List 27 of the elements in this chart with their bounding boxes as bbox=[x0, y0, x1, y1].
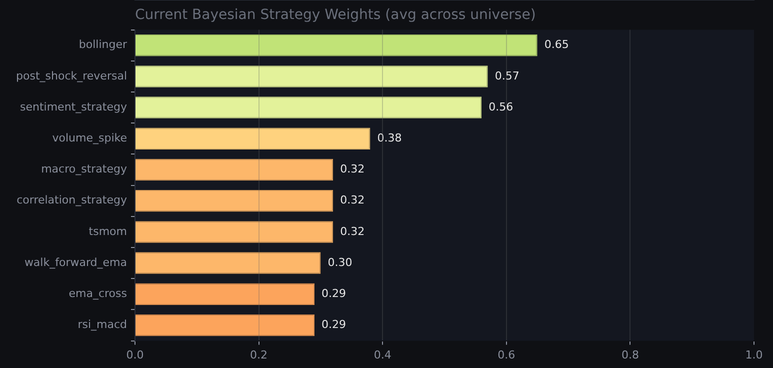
data-label: 0.56 bbox=[488, 100, 514, 114]
data-label: 0.29 bbox=[322, 318, 346, 332]
y-tick-label: rsi_macd bbox=[78, 318, 127, 332]
y-tick-label: post_shock_reversal bbox=[16, 69, 127, 82]
y-tick-label: ema_cross bbox=[68, 287, 128, 300]
data-label: 0.30 bbox=[328, 256, 352, 269]
y-tick-label: walk_forward_ema bbox=[24, 256, 127, 269]
data-label: 0.65 bbox=[544, 38, 569, 52]
y-tick-label: tsmom bbox=[88, 224, 127, 238]
data-label: 0.57 bbox=[494, 69, 520, 82]
y-tick-label: volume_spike bbox=[52, 132, 128, 145]
x-tick-label: 0.8 bbox=[621, 348, 639, 362]
data-label: 0.32 bbox=[340, 194, 365, 207]
data-label: 0.29 bbox=[322, 287, 346, 300]
x-tick-label: 0.4 bbox=[374, 348, 392, 362]
y-tick-label: bollinger bbox=[78, 38, 128, 52]
data-label: 0.38 bbox=[377, 132, 402, 145]
x-tick-label: 1.0 bbox=[745, 348, 763, 362]
y-tick-label: correlation_strategy bbox=[16, 194, 128, 207]
x-tick-label: 0.2 bbox=[250, 348, 268, 362]
x-tick-label: 0.6 bbox=[498, 348, 516, 362]
chart-title: Current Bayesian Strategy Weights (avg across universe) bbox=[135, 7, 536, 24]
x-tick-label: 0.0 bbox=[126, 348, 144, 362]
y-tick-label: sentiment_strategy bbox=[20, 100, 128, 114]
data-label: 0.32 bbox=[340, 224, 365, 238]
y-tick-label: macro_strategy bbox=[41, 162, 128, 176]
data-label: 0.32 bbox=[340, 162, 365, 176]
